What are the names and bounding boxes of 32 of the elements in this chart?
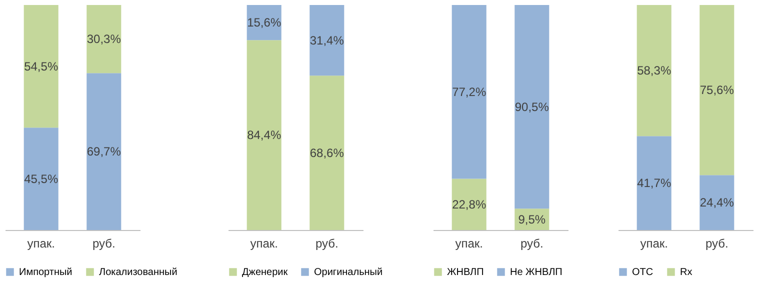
data-label: 69,7% bbox=[86, 144, 122, 159]
x-tick-label: упак. bbox=[455, 236, 483, 250]
legend-label: Оригинальный bbox=[314, 267, 383, 278]
data-label: 24,4% bbox=[700, 196, 734, 210]
x-tick-label: руб. bbox=[315, 236, 338, 250]
legend-label: Импортный bbox=[19, 267, 72, 278]
data-label: 84,4% bbox=[247, 128, 282, 142]
data-label: 15,6% bbox=[247, 16, 282, 30]
x-tick-label: упак. bbox=[250, 236, 278, 250]
legend-label: Не ЖНВЛП bbox=[510, 267, 562, 278]
data-label: 9,5% bbox=[518, 212, 546, 226]
data-label: 45,5% bbox=[24, 172, 58, 186]
x-tick-label: руб. bbox=[520, 236, 544, 250]
data-label: 58,3% bbox=[637, 64, 672, 78]
data-label: 54,5% bbox=[24, 59, 58, 74]
data-label: 68,6% bbox=[310, 146, 344, 160]
data-label: 90,5% bbox=[514, 100, 550, 114]
legend-label: Локализованный bbox=[99, 267, 178, 278]
x-tick-label: упак. bbox=[27, 236, 55, 250]
legend-label: Дженерик bbox=[242, 267, 288, 278]
x-tick-label: руб. bbox=[92, 236, 116, 250]
x-tick-label: руб. bbox=[705, 236, 728, 250]
legend-label: ЖНВЛП bbox=[447, 267, 484, 278]
data-label: 30,3% bbox=[86, 32, 122, 46]
legend-label: Rx bbox=[680, 267, 692, 278]
data-label: 77,2% bbox=[452, 84, 486, 99]
data-label: 31,4% bbox=[310, 33, 344, 48]
data-label: 41,7% bbox=[637, 176, 672, 190]
legend-label: OTC bbox=[632, 267, 654, 278]
x-tick-label: упак. bbox=[640, 236, 668, 250]
data-label: 22,8% bbox=[452, 197, 486, 212]
data-label: 75,6% bbox=[700, 83, 734, 98]
